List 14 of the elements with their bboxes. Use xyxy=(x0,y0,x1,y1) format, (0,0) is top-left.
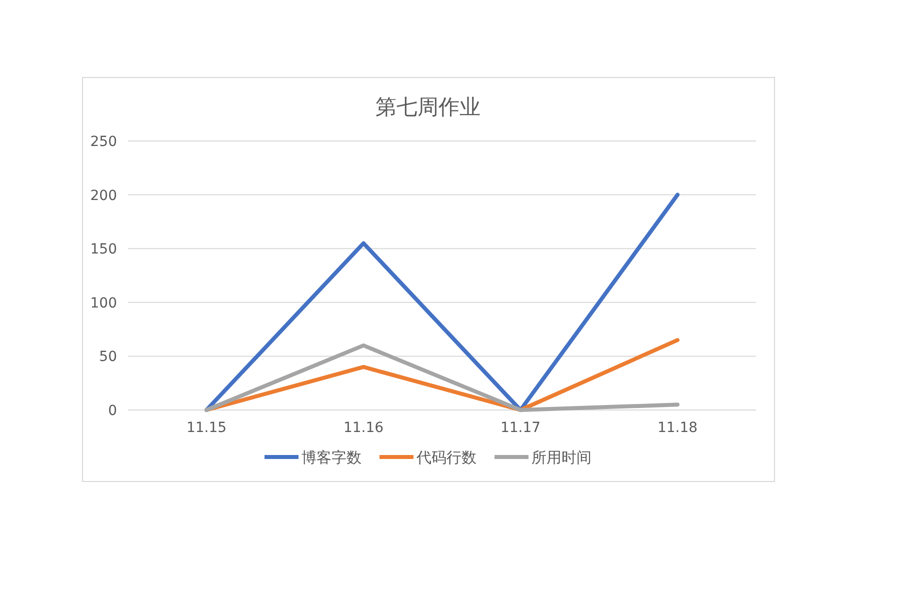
legend-label: 所用时间 xyxy=(532,448,592,466)
chart-title: 第七周作业 xyxy=(376,95,480,119)
y-tick-label: 150 xyxy=(90,242,117,258)
y-tick-label: 0 xyxy=(108,403,117,419)
y-tick-label: 200 xyxy=(90,188,117,204)
y-tick-label: 250 xyxy=(90,134,117,150)
legend-label: 博客字数 xyxy=(302,448,362,466)
x-tick-label: 11.17 xyxy=(500,420,541,436)
x-tick-label: 11.16 xyxy=(343,420,384,436)
x-tick-label: 11.18 xyxy=(657,420,698,436)
y-tick-label: 100 xyxy=(90,295,117,312)
legend-label: 代码行数 xyxy=(416,448,476,466)
y-tick-label: 50 xyxy=(99,349,117,366)
x-tick-label: 11.15 xyxy=(186,420,227,436)
